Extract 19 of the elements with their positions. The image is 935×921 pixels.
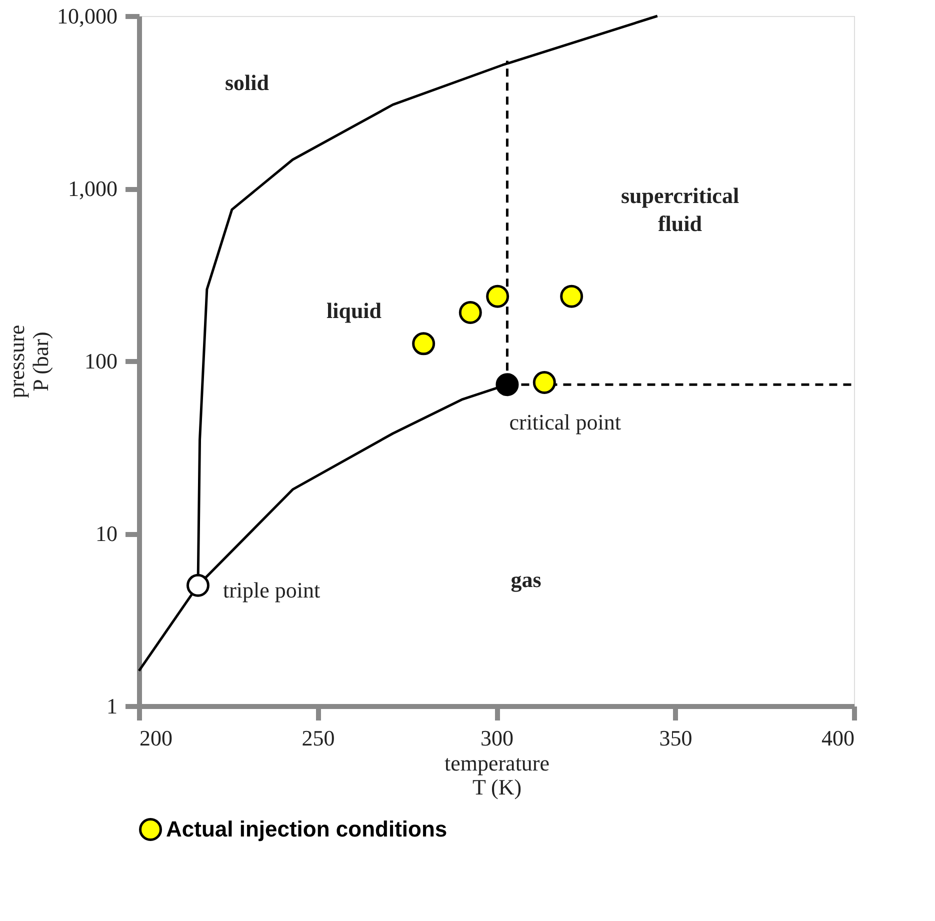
annotation: supercritical fluid [620,183,740,236]
annotation: solid [224,70,270,95]
annotation: critical point [509,410,622,435]
y-tick-label: 1,000 [68,176,118,201]
y-axis-title: pressure P (bar) [4,324,53,398]
x-tick-label: 300 [480,726,514,750]
y-tick-label: 10 [96,521,118,546]
x-tick-label: 350 [659,726,692,750]
y-tick-label: 1 [106,694,118,718]
x-tick-label: 250 [302,726,335,750]
annotation: liquid [326,298,382,323]
legend-label: Actual injection conditions [166,816,448,842]
y-tick-label: 10,000 [57,4,118,28]
y-tick-label: 100 [84,348,118,374]
annotation: triple point [222,577,320,602]
x-axis-title: temperature T (K) [444,750,550,800]
annotation: gas [510,567,542,592]
x-tick-label: 200 [140,726,172,750]
x-tick-label: 400 [822,726,854,750]
